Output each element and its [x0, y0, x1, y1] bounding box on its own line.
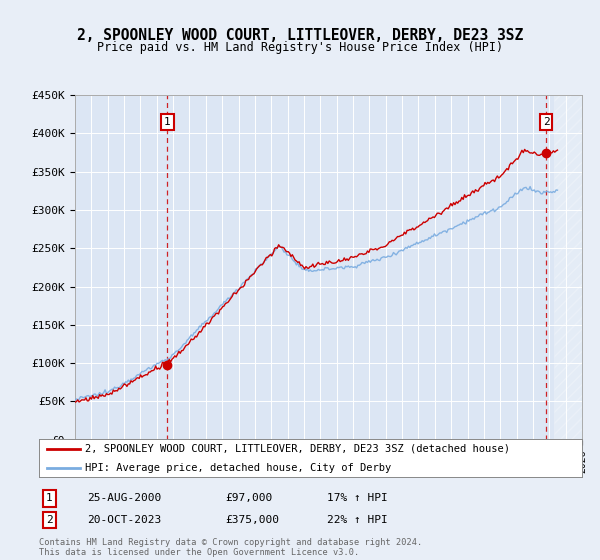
- Text: 2: 2: [542, 117, 550, 127]
- Text: 22% ↑ HPI: 22% ↑ HPI: [327, 515, 388, 525]
- Text: £97,000: £97,000: [225, 493, 272, 503]
- Text: HPI: Average price, detached house, City of Derby: HPI: Average price, detached house, City…: [85, 463, 391, 473]
- Text: 17% ↑ HPI: 17% ↑ HPI: [327, 493, 388, 503]
- Text: £375,000: £375,000: [225, 515, 279, 525]
- Text: 2, SPOONLEY WOOD COURT, LITTLEOVER, DERBY, DE23 3SZ: 2, SPOONLEY WOOD COURT, LITTLEOVER, DERB…: [77, 28, 523, 43]
- Text: 20-OCT-2023: 20-OCT-2023: [87, 515, 161, 525]
- Text: Price paid vs. HM Land Registry's House Price Index (HPI): Price paid vs. HM Land Registry's House …: [97, 41, 503, 54]
- Bar: [554, 95, 582, 440]
- Text: 1: 1: [164, 117, 171, 127]
- Text: Contains HM Land Registry data © Crown copyright and database right 2024.
This d: Contains HM Land Registry data © Crown c…: [39, 538, 422, 557]
- Text: 2: 2: [46, 515, 53, 525]
- Text: 25-AUG-2000: 25-AUG-2000: [87, 493, 161, 503]
- Text: 1: 1: [46, 493, 53, 503]
- Text: 2, SPOONLEY WOOD COURT, LITTLEOVER, DERBY, DE23 3SZ (detached house): 2, SPOONLEY WOOD COURT, LITTLEOVER, DERB…: [85, 444, 510, 454]
